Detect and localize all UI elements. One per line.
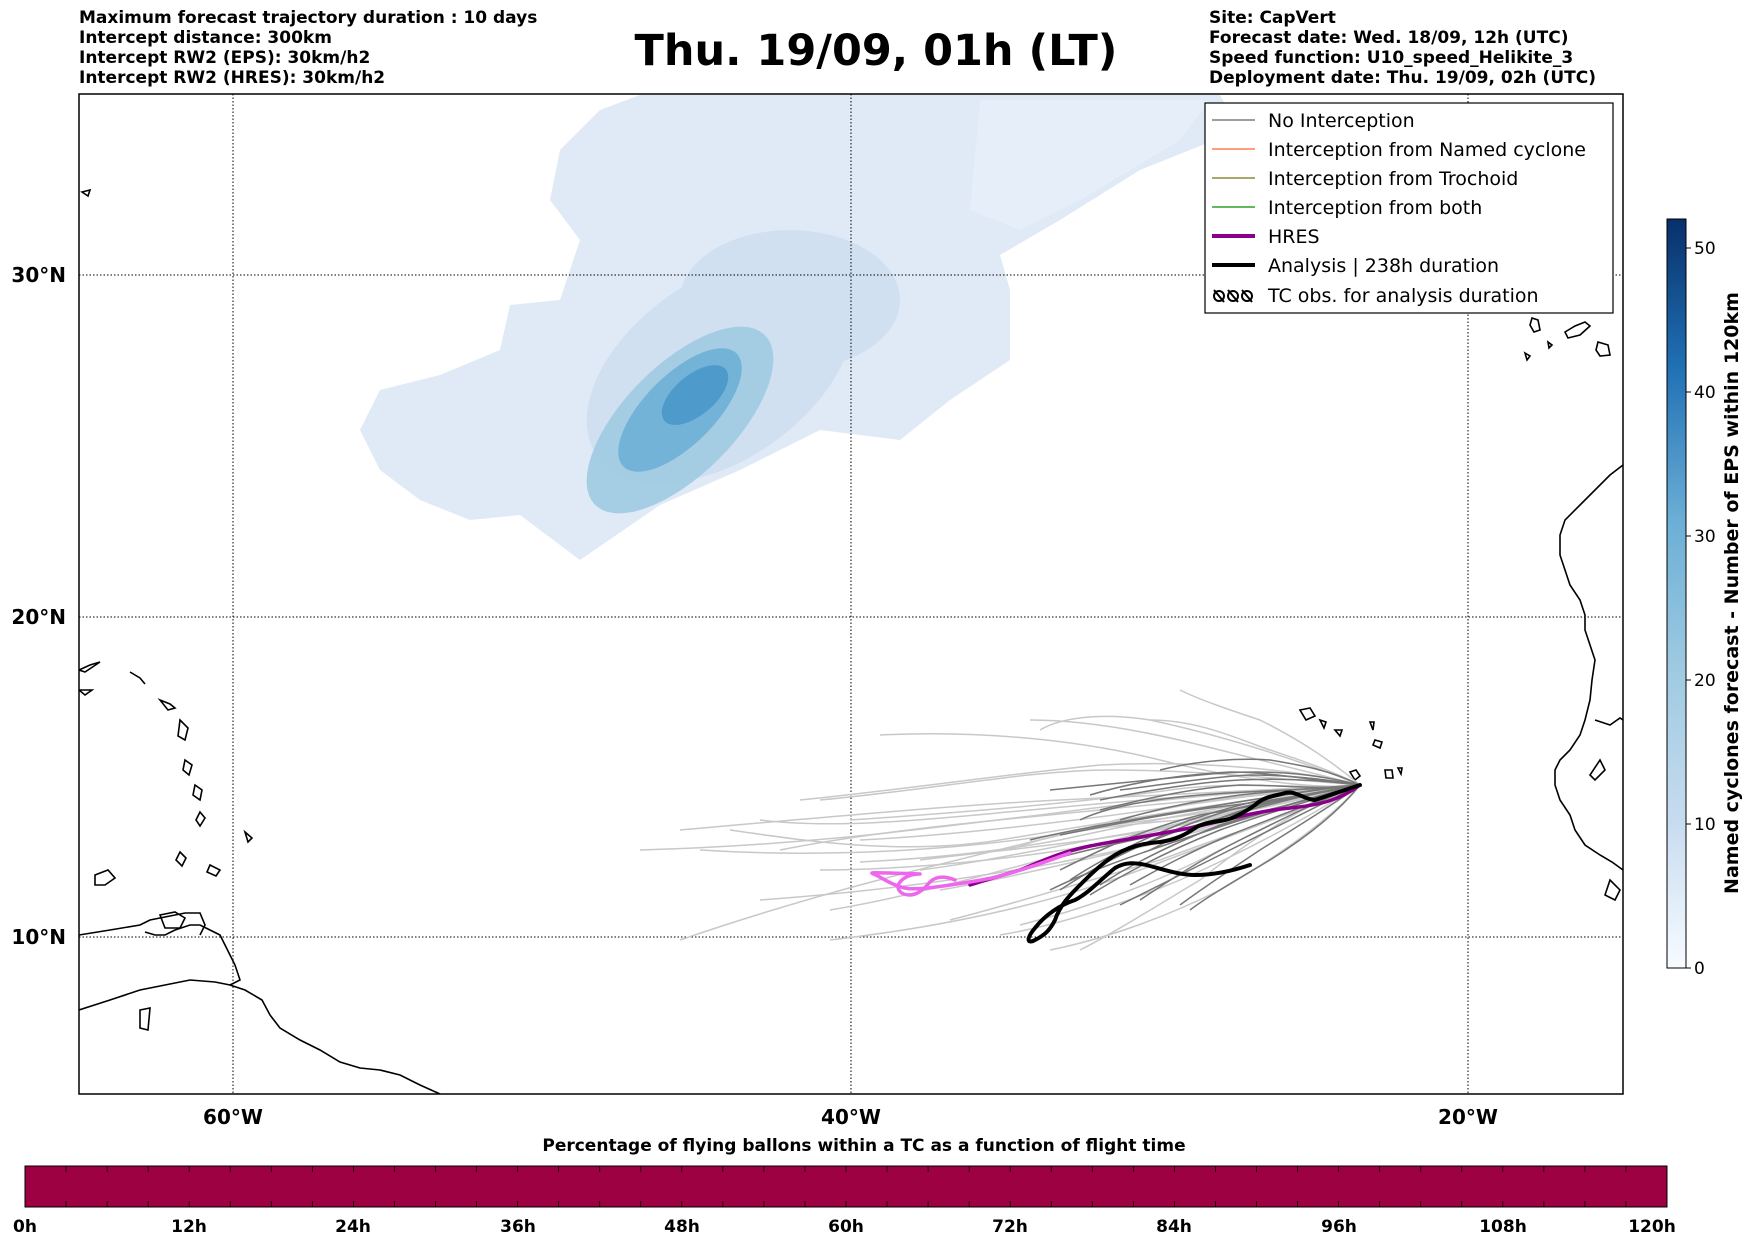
lon-label: 60°W [203, 1105, 263, 1129]
colorbar-tick: 10 [1694, 815, 1716, 835]
hres-trajectory [870, 783, 1362, 897]
colorbar-label: Named cyclones forecast - Number of EPS … [1721, 292, 1743, 894]
bottom-bar-tick: 60h [828, 1217, 864, 1237]
lon-labels: 60°W 40°W 20°W [203, 1105, 1498, 1129]
colorbar-tick: 40 [1694, 383, 1716, 403]
bottom-bar-tick: 84h [1156, 1217, 1192, 1237]
header-right-line: Speed function: U10_speed_Helikite_3 [1209, 48, 1574, 68]
bottom-bar-tick: 96h [1321, 1217, 1357, 1237]
bottom-bar-fill [24, 1165, 1668, 1208]
header-right: Site: CapVert Forecast date: Wed. 18/09,… [1209, 8, 1596, 88]
tc-obs-symbol-icon [1213, 289, 1253, 303]
bottom-bar-tick: 12h [171, 1217, 207, 1237]
legend-label: HRES [1268, 226, 1320, 248]
legend-label: TC obs. for analysis duration [1267, 285, 1539, 307]
bottom-bar-minor-ticks [65, 1166, 1627, 1207]
colorbar-tick: 50 [1694, 239, 1716, 259]
header-left-line: Intercept RW2 (HRES): 30km/h2 [79, 68, 386, 88]
bottom-bar: Percentage of flying ballons within a TC… [13, 1136, 1676, 1237]
bottom-bar-tick: 120h [1628, 1217, 1676, 1237]
legend: No Interception Interception from Named … [1204, 102, 1614, 314]
colorbar-tick: 0 [1694, 959, 1705, 979]
lat-label: 30°N [11, 263, 66, 287]
bottom-bar-tick: 36h [500, 1217, 536, 1237]
legend-label: Interception from both [1268, 197, 1482, 219]
colorbar: 0 10 20 30 40 50 Named cyclones forecast… [1666, 218, 1743, 979]
graticule [79, 94, 1623, 1094]
legend-label: Interception from Trochoid [1268, 168, 1518, 190]
lat-label: 20°N [11, 605, 66, 629]
bottom-bar-tick: 108h [1479, 1217, 1527, 1237]
colorbar-tick: 20 [1694, 671, 1716, 691]
bottom-bar-tick: 24h [335, 1217, 371, 1237]
header-left-line: Maximum forecast trajectory duration : 1… [79, 8, 538, 28]
header-right-line: Forecast date: Wed. 18/09, 12h (UTC) [1209, 28, 1569, 48]
header-right-line: Site: CapVert [1209, 8, 1336, 28]
header-left: Maximum forecast trajectory duration : 1… [79, 8, 537, 88]
coastlines [79, 188, 1623, 1094]
bottom-bar-tick: 0h [13, 1217, 37, 1237]
header-right-line: Deployment date: Thu. 19/09, 02h (UTC) [1209, 68, 1596, 88]
map-frame [78, 93, 1624, 1095]
legend-label: Interception from Named cyclone [1268, 139, 1586, 161]
lat-label: 10°N [11, 925, 66, 949]
analysis-trajectory [1026, 783, 1362, 944]
lat-labels: 30°N 20°N 10°N [11, 263, 66, 949]
bottom-bar-tick: 48h [664, 1217, 700, 1237]
map-area [79, 94, 1623, 1094]
legend-label: Analysis | 238h duration [1268, 255, 1499, 277]
page-title: Thu. 19/09, 01h (LT) [0, 26, 1752, 76]
header-left-line: Intercept RW2 (EPS): 30km/h2 [79, 48, 371, 68]
legend-label: No Interception [1268, 110, 1415, 132]
title-text: Thu. 19/09, 01h (LT) [634, 26, 1118, 76]
bottom-bar-title: Percentage of flying ballons within a TC… [542, 1136, 1185, 1156]
lon-label: 20°W [1438, 1105, 1498, 1129]
eps-density-core [586, 326, 774, 514]
colorbar-tick: 30 [1694, 527, 1716, 547]
lon-label: 40°W [821, 1105, 881, 1129]
header-left-line: Intercept distance: 300km [79, 28, 332, 48]
bottom-bar-tick: 72h [992, 1217, 1028, 1237]
